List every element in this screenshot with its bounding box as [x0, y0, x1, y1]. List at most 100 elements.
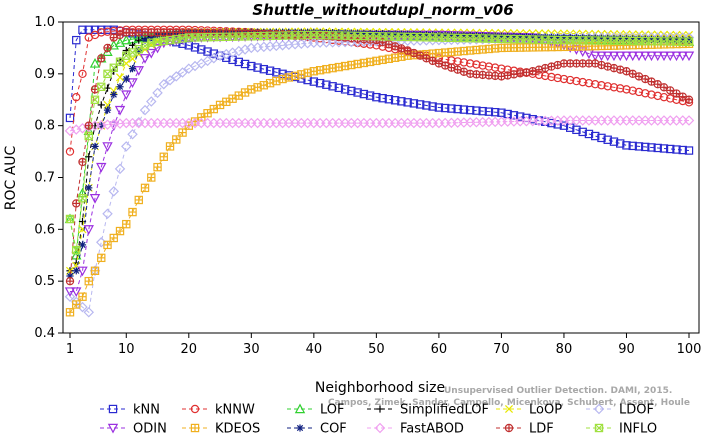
data-point-ldof — [83, 307, 95, 318]
data-point-knnw — [616, 84, 625, 93]
x-tick-label: 40 — [306, 342, 323, 357]
legend-item-lof: LOF — [287, 403, 345, 418]
data-point-knn — [78, 25, 87, 34]
data-point-knn — [322, 80, 331, 89]
legend-label-knnw: kNNW — [215, 403, 255, 418]
data-point-knn — [490, 107, 500, 117]
legend-item-inflo: INFLO — [586, 422, 657, 434]
x-axis-label: Neighborhood size — [315, 380, 445, 396]
data-point-knn — [178, 39, 187, 48]
x-tick-label: 80 — [556, 342, 573, 357]
data-point-odin — [683, 51, 695, 62]
data-point-knn — [247, 61, 256, 71]
data-point-knn — [515, 112, 525, 121]
series-line-odin — [70, 34, 689, 293]
data-point-knn — [584, 129, 594, 139]
data-point-odin — [671, 51, 682, 62]
data-point-knn — [609, 137, 619, 146]
x-axis: 1 10 20 30 40 50 60 70 80 90 100 — [66, 333, 701, 357]
data-point-knnw — [641, 89, 650, 98]
data-point-ldof — [164, 75, 176, 86]
y-axis: 0.4 0.5 0.6 0.7 0.8 0.9 1.0 — [34, 15, 63, 341]
data-point-knn — [397, 97, 406, 106]
data-point-knn — [634, 142, 644, 151]
data-point-knnw — [78, 69, 87, 79]
data-point-knn — [628, 141, 637, 151]
data-point-knnw — [72, 92, 81, 102]
data-point-odin — [646, 51, 657, 62]
data-point-knn — [234, 57, 244, 67]
data-point-cof — [72, 267, 80, 275]
y-tick-label: 1.0 — [34, 15, 55, 30]
data-point-odin — [633, 51, 645, 62]
data-point-knnw — [465, 59, 475, 68]
data-point-odin — [621, 51, 632, 62]
data-point-knn — [578, 127, 587, 137]
data-point-kdeos — [365, 57, 375, 67]
data-point-simplifiedlof — [85, 153, 93, 161]
y-tick-label: 0.4 — [34, 326, 55, 341]
data-point-knn — [272, 68, 281, 77]
watermark-line-2: Campos, Zimek, Sander, Campello, Micenko… — [328, 398, 690, 408]
legend-item-simplifiedlof: SimplifiedLOF — [367, 403, 489, 418]
legend-label-lof: LOF — [320, 403, 345, 418]
data-point-knn — [309, 77, 319, 86]
data-point-kdeos — [172, 135, 181, 144]
data-point-kdeos — [84, 276, 93, 286]
data-point-ldof — [139, 104, 151, 116]
data-point-ldof — [221, 48, 232, 60]
data-point-simplifiedlof — [135, 36, 143, 44]
data-point-knn — [440, 103, 450, 113]
data-point-ldof — [108, 186, 120, 197]
data-point-fastabod — [64, 125, 76, 137]
data-point-knn — [684, 146, 694, 155]
legend-label-simplifiedlof: SimplifiedLOF — [400, 403, 489, 418]
y-tick-label: 0.6 — [34, 222, 55, 237]
data-point-ldf — [65, 276, 75, 286]
x-tick-label: 20 — [181, 342, 198, 357]
x-tick-label: 90 — [618, 342, 635, 357]
data-point-odin — [64, 287, 76, 297]
legend-label-ldof: LDOF — [619, 403, 654, 418]
y-tick-label: 0.9 — [34, 67, 55, 82]
series-line-ldof — [69, 37, 689, 314]
data-point-ldof — [114, 163, 126, 175]
data-point-cof — [116, 83, 124, 91]
data-point-odin — [152, 43, 163, 54]
data-point-odin — [665, 51, 676, 62]
data-point-fastabod — [683, 115, 695, 126]
plot-frame — [62, 21, 700, 334]
data-point-knnw — [659, 92, 669, 102]
data-point-knn — [666, 144, 675, 154]
legend-marker-knn — [108, 404, 118, 414]
data-point-knn — [265, 66, 275, 75]
data-point-knn — [197, 45, 206, 54]
data-point-ldf — [684, 95, 694, 104]
legend-label-inflo: INFLO — [619, 422, 657, 434]
legend-item-loop: LoOP — [496, 403, 562, 418]
data-point-knnw — [459, 58, 469, 67]
data-point-kdeos — [103, 240, 112, 250]
data-point-cof — [85, 184, 93, 192]
data-point-knn — [572, 125, 581, 135]
data-point-ldof — [227, 47, 238, 58]
legend-item-knn: kNN — [100, 403, 160, 418]
legend-label-fastabod: FastABOD — [400, 422, 464, 434]
legend-marker-odin — [107, 423, 119, 434]
data-point-loop — [115, 73, 125, 82]
data-point-ldof — [121, 141, 132, 152]
data-point-knnw — [453, 57, 462, 66]
data-point-ldf — [78, 157, 87, 167]
data-point-knn — [659, 144, 669, 153]
series-line-kdeos — [69, 43, 690, 313]
legend-label-ldf: LDF — [529, 422, 554, 434]
data-point-knn — [484, 107, 494, 116]
data-point-cof — [78, 241, 87, 249]
data-point-odin — [615, 51, 626, 62]
data-point-inflo — [78, 194, 87, 203]
data-point-knnw — [472, 60, 481, 69]
data-point-odin — [127, 78, 138, 88]
data-point-knnw — [478, 61, 487, 70]
data-point-knn — [472, 106, 481, 115]
data-point-knn — [622, 141, 631, 150]
